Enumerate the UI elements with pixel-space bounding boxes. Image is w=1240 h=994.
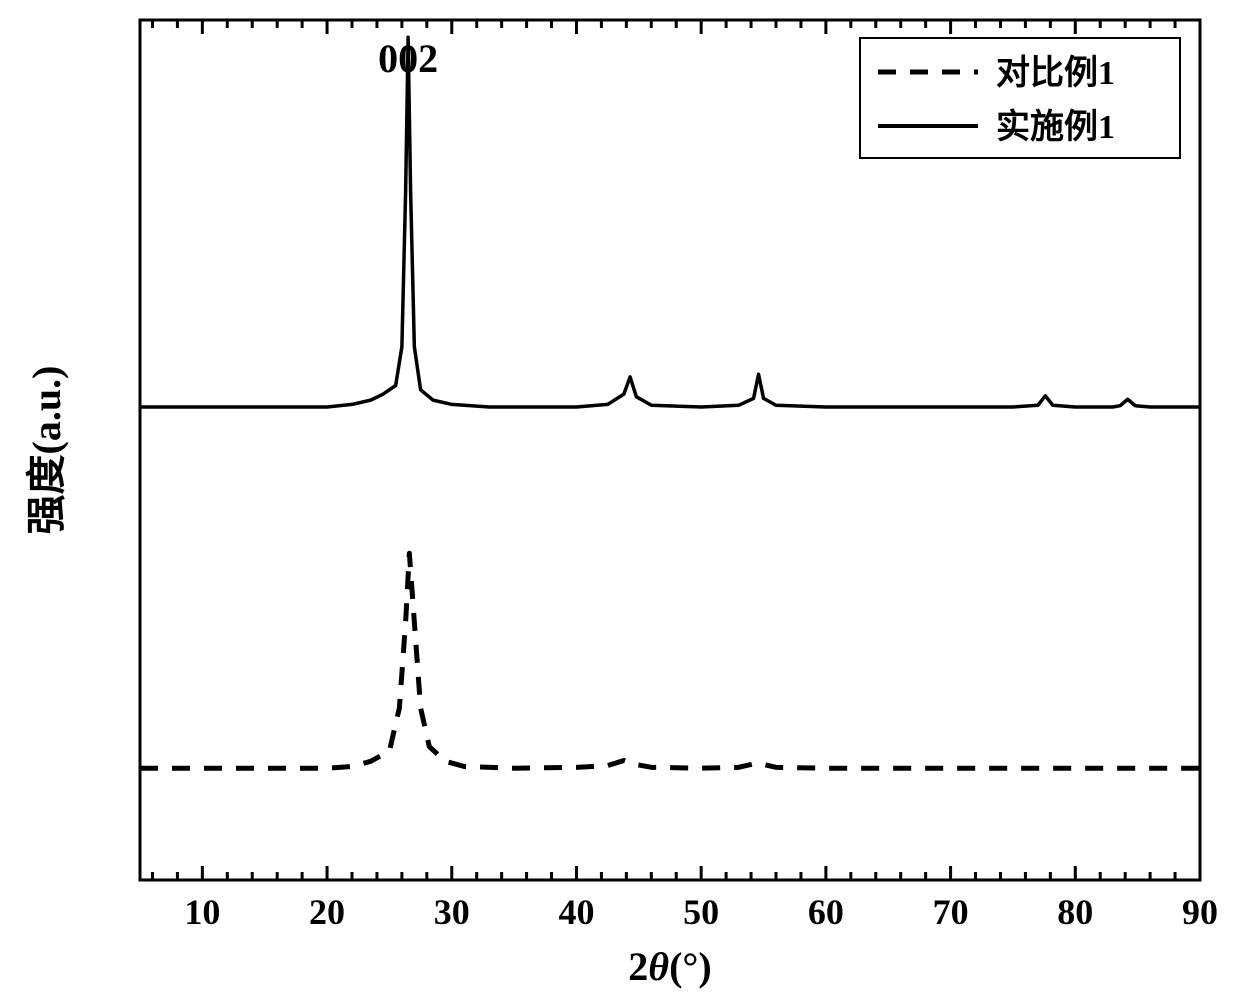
y-axis-label: 强度(a.u.) — [24, 366, 69, 535]
peak-label: 002 — [378, 36, 438, 81]
x-tick-label: 90 — [1182, 892, 1218, 932]
x-tick-label: 10 — [184, 892, 220, 932]
x-tick-label: 20 — [309, 892, 345, 932]
x-axis-label: 2θ(°) — [628, 944, 711, 989]
xrd-chart: 10 20 30 40 50 60 70 80 90 2θ(°) 强度(a.u.) 002 对比例1 实施… — [0, 0, 1240, 994]
legend-label: 实施例1 — [996, 108, 1115, 146]
x-tick-label: 80 — [1057, 892, 1093, 932]
x-tick-label: 60 — [808, 892, 844, 932]
x-tick-label: 50 — [683, 892, 719, 932]
x-tick-label: 40 — [558, 892, 594, 932]
x-tick-label: 70 — [933, 892, 969, 932]
chart-svg: 10 20 30 40 50 60 70 80 90 2θ(°) 强度(a.u.) 002 对比例1 实施… — [0, 0, 1240, 994]
legend-label: 对比例1 — [996, 54, 1115, 92]
x-tick-label: 30 — [434, 892, 470, 932]
